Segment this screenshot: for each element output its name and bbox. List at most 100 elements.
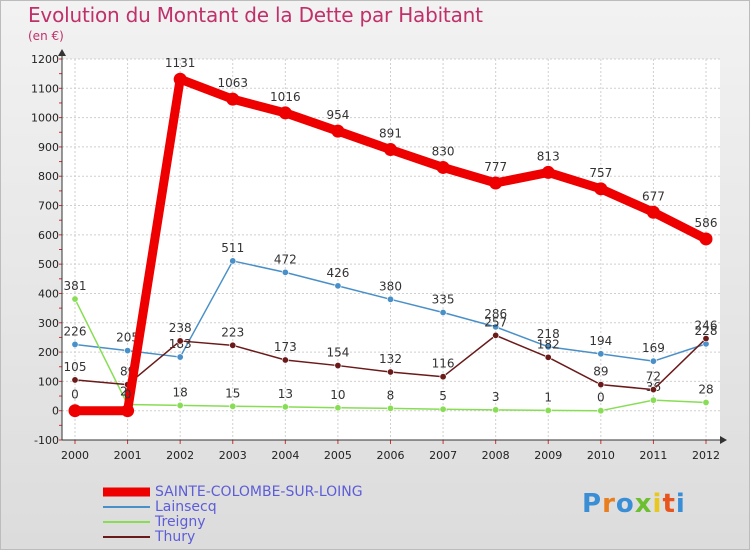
data-point bbox=[386, 295, 394, 303]
data-point bbox=[492, 331, 500, 339]
data-point bbox=[386, 404, 394, 412]
data-point bbox=[229, 257, 237, 265]
x-tick-label: 2009 bbox=[534, 449, 562, 462]
y-tick-label: 0 bbox=[52, 405, 59, 418]
data-point bbox=[229, 341, 237, 349]
data-label: 5 bbox=[439, 389, 447, 403]
y-tick-label: 300 bbox=[38, 317, 59, 330]
y-tick-label: 800 bbox=[38, 170, 59, 183]
x-tick-label: 2001 bbox=[114, 449, 142, 462]
data-label: 813 bbox=[537, 149, 560, 163]
data-label: 182 bbox=[537, 337, 560, 351]
x-tick-label: 2007 bbox=[429, 449, 457, 462]
y-tick-label: 1000 bbox=[31, 112, 59, 125]
data-point bbox=[702, 335, 710, 343]
data-label: 0 bbox=[71, 388, 79, 402]
data-label: 586 bbox=[695, 216, 718, 230]
data-label: 1 bbox=[544, 390, 552, 404]
data-point bbox=[176, 401, 184, 409]
data-label: 891 bbox=[379, 127, 402, 141]
y-tick-label: 1200 bbox=[31, 53, 59, 66]
x-tick-label: 2004 bbox=[271, 449, 299, 462]
data-label: 218 bbox=[537, 327, 560, 341]
data-point bbox=[541, 165, 555, 179]
data-point bbox=[334, 362, 342, 370]
data-point bbox=[71, 376, 79, 384]
data-label: 335 bbox=[432, 293, 455, 307]
data-point bbox=[597, 350, 605, 358]
y-tick-label: 700 bbox=[38, 200, 59, 213]
data-label: 105 bbox=[64, 360, 87, 374]
data-point bbox=[281, 356, 289, 364]
data-label: 426 bbox=[326, 266, 349, 280]
data-label: 72 bbox=[646, 370, 661, 384]
y-tick-label: 500 bbox=[38, 258, 59, 271]
data-point bbox=[173, 72, 187, 86]
x-tick-label: 2000 bbox=[61, 449, 89, 462]
data-point bbox=[702, 398, 710, 406]
data-point bbox=[649, 396, 657, 404]
data-point bbox=[71, 340, 79, 348]
data-label: 8 bbox=[387, 388, 395, 402]
data-label: 677 bbox=[642, 189, 665, 203]
data-label: 286 bbox=[484, 307, 507, 321]
data-point bbox=[176, 337, 184, 345]
data-point bbox=[124, 347, 132, 355]
data-point bbox=[386, 368, 394, 376]
data-label: 472 bbox=[274, 252, 297, 266]
data-label: 194 bbox=[589, 334, 612, 348]
data-label: 169 bbox=[642, 341, 665, 355]
x-tick-label: 2006 bbox=[377, 449, 405, 462]
data-label: 132 bbox=[379, 352, 402, 366]
data-point bbox=[597, 407, 605, 415]
data-label: 0 bbox=[597, 391, 605, 405]
data-label: 757 bbox=[589, 166, 612, 180]
y-tick-label: 1100 bbox=[31, 82, 59, 95]
data-point bbox=[436, 160, 450, 174]
data-point bbox=[544, 343, 552, 351]
data-label: 116 bbox=[432, 357, 455, 371]
y-tick-label: 200 bbox=[38, 346, 59, 359]
y-tick-label: 900 bbox=[38, 141, 59, 154]
y-tick-label: 100 bbox=[38, 375, 59, 388]
data-point bbox=[544, 353, 552, 361]
data-point bbox=[649, 357, 657, 365]
data-label: 1131 bbox=[165, 56, 196, 70]
data-label: 15 bbox=[225, 386, 240, 400]
x-tick-label: 2003 bbox=[219, 449, 247, 462]
data-point bbox=[439, 373, 447, 381]
data-label: 3 bbox=[492, 390, 500, 404]
data-label: 1016 bbox=[270, 90, 301, 104]
data-label: 205 bbox=[116, 331, 139, 345]
x-tick-label: 2002 bbox=[166, 449, 194, 462]
data-point bbox=[439, 309, 447, 317]
data-label: 954 bbox=[326, 108, 349, 122]
data-point bbox=[544, 406, 552, 414]
data-label: 246 bbox=[695, 319, 718, 333]
data-point bbox=[278, 106, 292, 120]
data-label: 226 bbox=[64, 324, 87, 338]
x-axis-arrow bbox=[720, 436, 727, 444]
data-point bbox=[229, 402, 237, 410]
data-point bbox=[594, 182, 608, 196]
data-point bbox=[68, 404, 82, 418]
data-label: 173 bbox=[274, 340, 297, 354]
data-label: 10 bbox=[330, 388, 345, 402]
y-axis-arrow bbox=[58, 49, 66, 56]
data-label: 223 bbox=[221, 325, 244, 339]
data-point bbox=[226, 92, 240, 106]
data-label: 777 bbox=[484, 160, 507, 174]
data-label: 511 bbox=[221, 241, 244, 255]
data-point bbox=[281, 268, 289, 276]
data-label: 154 bbox=[326, 346, 349, 360]
legend-label: Lainsecq bbox=[155, 499, 217, 515]
data-label: 830 bbox=[432, 144, 455, 158]
data-label: 18 bbox=[173, 385, 188, 399]
x-tick-label: 2011 bbox=[639, 449, 667, 462]
x-tick-label: 2012 bbox=[692, 449, 720, 462]
data-point bbox=[281, 403, 289, 411]
data-point bbox=[439, 405, 447, 413]
data-point bbox=[331, 124, 345, 138]
x-tick-label: 2008 bbox=[482, 449, 510, 462]
